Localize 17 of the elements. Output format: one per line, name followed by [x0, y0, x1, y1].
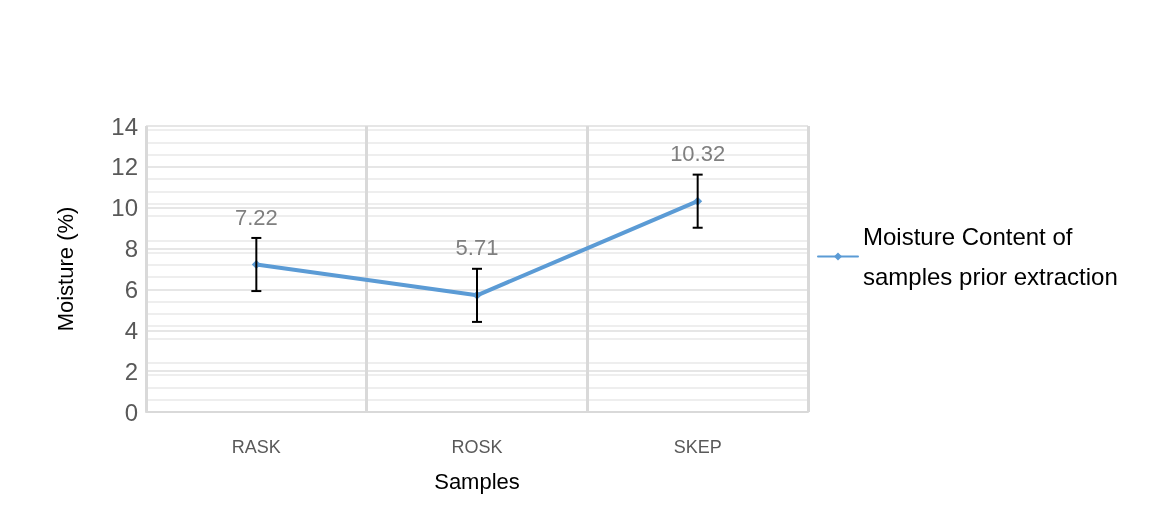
- x-tick-label: SKEP: [673, 437, 722, 457]
- legend-label: Moisture Content of samples prior extraction: [863, 223, 1118, 290]
- y-tick-label: 14: [111, 112, 138, 140]
- y-tick-label: 12: [111, 153, 138, 181]
- y-tick-label: 10: [111, 194, 138, 222]
- y-tick-label: 2: [124, 357, 138, 385]
- y-tick-label: 4: [124, 316, 138, 344]
- x-tick-label: RASK: [231, 437, 281, 457]
- data-label: 7.22: [234, 204, 278, 230]
- x-axis-title: Samples: [434, 468, 520, 494]
- y-axis-title: Moisture (%): [52, 206, 78, 332]
- y-tick-label: 6: [124, 275, 138, 303]
- x-tick-label: ROSK: [451, 437, 503, 457]
- data-label: 5.71: [455, 235, 499, 261]
- data-label: 10.32: [670, 141, 726, 167]
- y-tick-label: 8: [124, 235, 138, 263]
- y-tick-label: 0: [124, 398, 138, 426]
